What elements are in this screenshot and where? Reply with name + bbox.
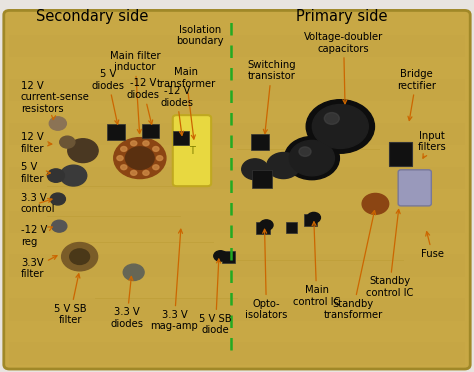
Circle shape: [153, 165, 159, 170]
Bar: [9, 211, 465, 233]
Text: Primary side: Primary side: [295, 9, 387, 24]
Text: T: T: [189, 146, 195, 155]
Bar: [9, 167, 465, 189]
Text: 12 V
current-sense
resistors: 12 V current-sense resistors: [21, 81, 90, 119]
Bar: [251, 134, 269, 150]
Bar: [285, 222, 298, 233]
Circle shape: [362, 193, 389, 214]
Text: Opto-
isolators: Opto- isolators: [245, 229, 288, 320]
Circle shape: [47, 169, 64, 182]
Circle shape: [143, 170, 149, 175]
Bar: [256, 222, 270, 234]
Circle shape: [60, 136, 75, 148]
Text: 3.3 V
mag-amp: 3.3 V mag-amp: [151, 229, 198, 331]
Text: -12 V
diodes: -12 V diodes: [127, 78, 160, 124]
Text: 5 V SB
diode: 5 V SB diode: [200, 259, 232, 335]
Text: 5 V
filter: 5 V filter: [21, 162, 50, 184]
Circle shape: [130, 170, 137, 175]
FancyBboxPatch shape: [173, 115, 211, 186]
Circle shape: [130, 141, 137, 146]
Bar: [107, 124, 125, 140]
Circle shape: [114, 138, 166, 179]
Bar: [142, 124, 159, 138]
Circle shape: [49, 117, 66, 130]
Circle shape: [117, 155, 123, 161]
Circle shape: [153, 147, 159, 151]
Text: 3.3 V
control: 3.3 V control: [21, 193, 55, 214]
Text: 3.3 V
diodes: 3.3 V diodes: [110, 276, 144, 329]
Circle shape: [242, 159, 268, 180]
Circle shape: [267, 153, 300, 179]
Circle shape: [324, 113, 339, 124]
Circle shape: [70, 249, 90, 264]
Text: Main filter
inductor: Main filter inductor: [110, 51, 160, 134]
Text: 12 V
filter: 12 V filter: [21, 132, 52, 154]
Circle shape: [156, 155, 163, 161]
Circle shape: [143, 141, 149, 146]
Text: 5 V
diodes: 5 V diodes: [91, 69, 125, 124]
Circle shape: [284, 137, 339, 180]
Bar: [9, 35, 465, 57]
Circle shape: [307, 212, 320, 223]
Circle shape: [214, 251, 227, 261]
Circle shape: [126, 147, 154, 169]
Text: 3.3V
filter: 3.3V filter: [21, 256, 57, 279]
Bar: [9, 254, 465, 277]
Circle shape: [123, 264, 144, 280]
Bar: [173, 131, 189, 145]
Bar: [9, 298, 465, 321]
Text: Voltage-doubler
capacitors: Voltage-doubler capacitors: [304, 32, 383, 104]
Text: Input
filters: Input filters: [418, 131, 447, 158]
Text: Standby
transformer: Standby transformer: [323, 211, 383, 320]
Circle shape: [62, 243, 98, 271]
Circle shape: [52, 220, 67, 232]
Text: Main
transformer: Main transformer: [156, 67, 216, 139]
Bar: [252, 170, 272, 188]
Bar: [222, 251, 235, 263]
FancyBboxPatch shape: [4, 10, 470, 369]
Circle shape: [68, 139, 98, 163]
Circle shape: [260, 220, 273, 230]
Circle shape: [312, 105, 368, 148]
Text: Switching
transistor: Switching transistor: [247, 60, 296, 134]
Text: 5 V SB
filter: 5 V SB filter: [54, 274, 86, 325]
Bar: [9, 79, 465, 101]
Text: Secondary side: Secondary side: [36, 9, 149, 24]
Bar: [9, 342, 465, 365]
Text: Main
control IC: Main control IC: [293, 222, 340, 307]
Text: Fuse: Fuse: [421, 232, 444, 259]
Circle shape: [121, 165, 127, 170]
Text: Standby
control IC: Standby control IC: [366, 209, 413, 298]
Text: -12 V
diodes: -12 V diodes: [160, 86, 193, 135]
Bar: [9, 123, 465, 145]
Bar: [389, 142, 412, 166]
Circle shape: [289, 140, 335, 176]
Circle shape: [299, 147, 311, 156]
Circle shape: [121, 147, 127, 151]
Circle shape: [60, 165, 87, 186]
Circle shape: [306, 100, 374, 153]
Circle shape: [50, 193, 65, 205]
FancyBboxPatch shape: [398, 170, 431, 206]
Text: Isolation
boundary: Isolation boundary: [176, 25, 224, 46]
Text: -12 V
reg: -12 V reg: [21, 225, 52, 247]
Text: Bridge
rectifier: Bridge rectifier: [397, 69, 436, 121]
Bar: [304, 214, 317, 226]
